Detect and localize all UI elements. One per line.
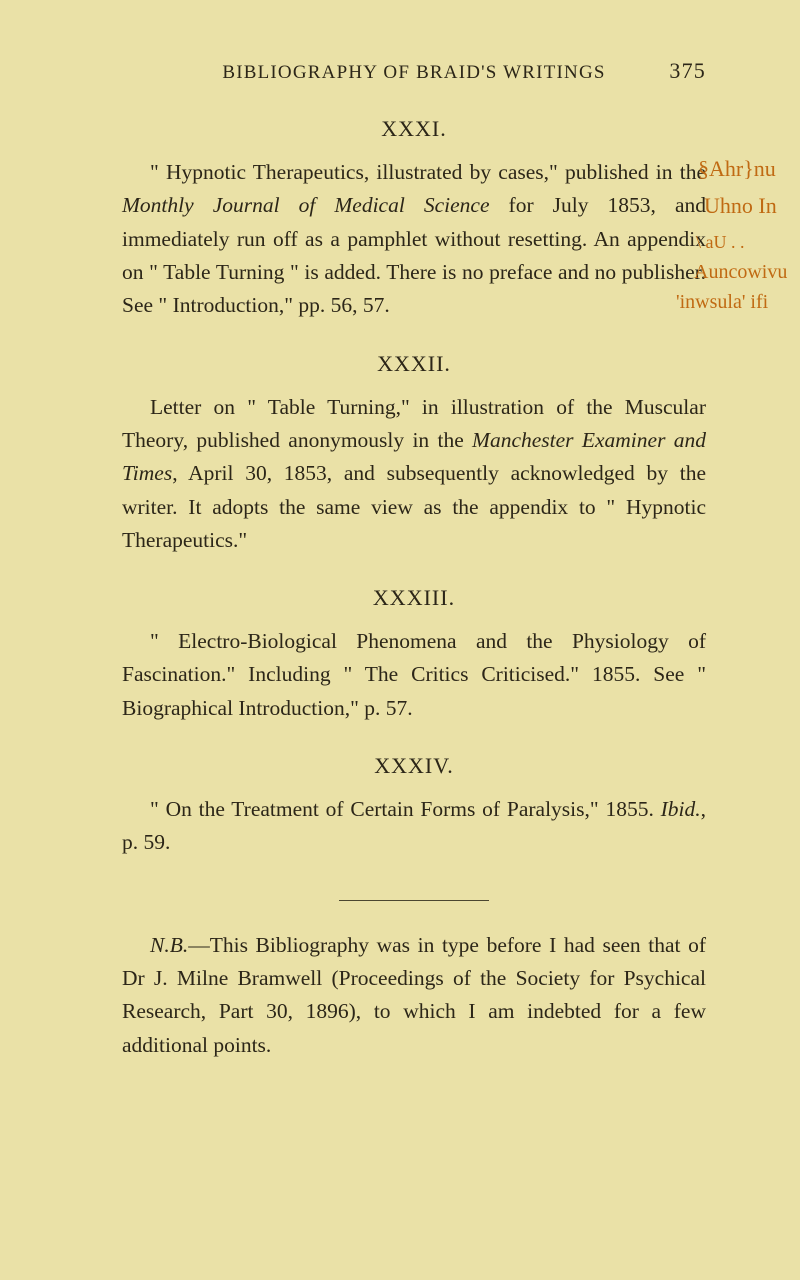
margin-annotation: Uhno In [704, 195, 777, 217]
page-number: 375 [646, 58, 706, 84]
running-head: BIBLIOGRAPHY OF BRAID'S WRITINGS 375 [122, 58, 706, 84]
nb-text: N.B.—This Bibliography was in type befor… [122, 929, 706, 1062]
margin-annotation: §Ahr}nu [698, 158, 776, 180]
section-number-xxxiv: XXXIV. [122, 753, 706, 779]
section-text-xxxiv: " On the Treatment of Certain Forms of P… [122, 793, 706, 860]
section-text-xxxiii: " Electro-Biological Phenomena and the P… [122, 625, 706, 725]
divider-rule [339, 900, 489, 901]
running-head-title: BIBLIOGRAPHY OF BRAID'S WRITINGS [182, 62, 646, 84]
section-number-xxxii: XXXII. [122, 351, 706, 377]
section-text-xxxi: " Hypnotic Therapeutics, illustrated by … [122, 156, 706, 323]
section-number-xxxiii: XXXIII. [122, 585, 706, 611]
section-text-xxxii: Letter on " Table Turning," in illustrat… [122, 391, 706, 558]
margin-annotation: Auncowivu [694, 262, 787, 282]
section-number-xxxi: XXXI. [122, 116, 706, 142]
